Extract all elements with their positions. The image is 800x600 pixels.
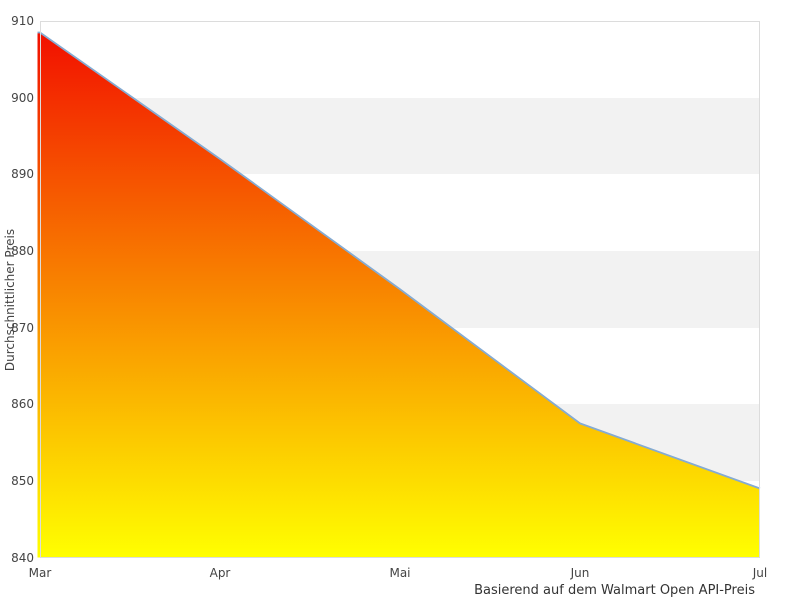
grid-band	[40, 404, 760, 481]
grid-band	[40, 480, 760, 558]
grid-band	[40, 97, 760, 175]
plot-background-bands	[40, 21, 760, 558]
y-tick-label: 860	[11, 397, 34, 412]
x-tick-label: Jun	[570, 566, 590, 580]
grid-band	[40, 250, 760, 328]
x-tick-label: Mar	[28, 566, 52, 580]
x-tick-label: Apr	[209, 566, 231, 580]
grid-band	[40, 21, 760, 98]
grid-band	[40, 327, 760, 405]
x-tick-label: Jul	[752, 566, 768, 580]
y-axis-title: Durchschnittlicher Preis	[3, 228, 17, 372]
y-tick-label: 880	[11, 243, 34, 258]
grid-band	[40, 174, 760, 251]
y-tick-label: 900	[11, 90, 34, 105]
y-tick-label: 910	[11, 14, 34, 28]
y-tick-label: 850	[11, 473, 34, 488]
x-tick-label: Mai	[389, 566, 411, 580]
y-tick-label: 890	[11, 167, 34, 182]
chart-caption: Basierend auf dem Walmart Open API-Preis	[474, 583, 755, 598]
y-tick-label: 840	[11, 550, 34, 565]
y-tick-label: 870	[11, 320, 34, 335]
